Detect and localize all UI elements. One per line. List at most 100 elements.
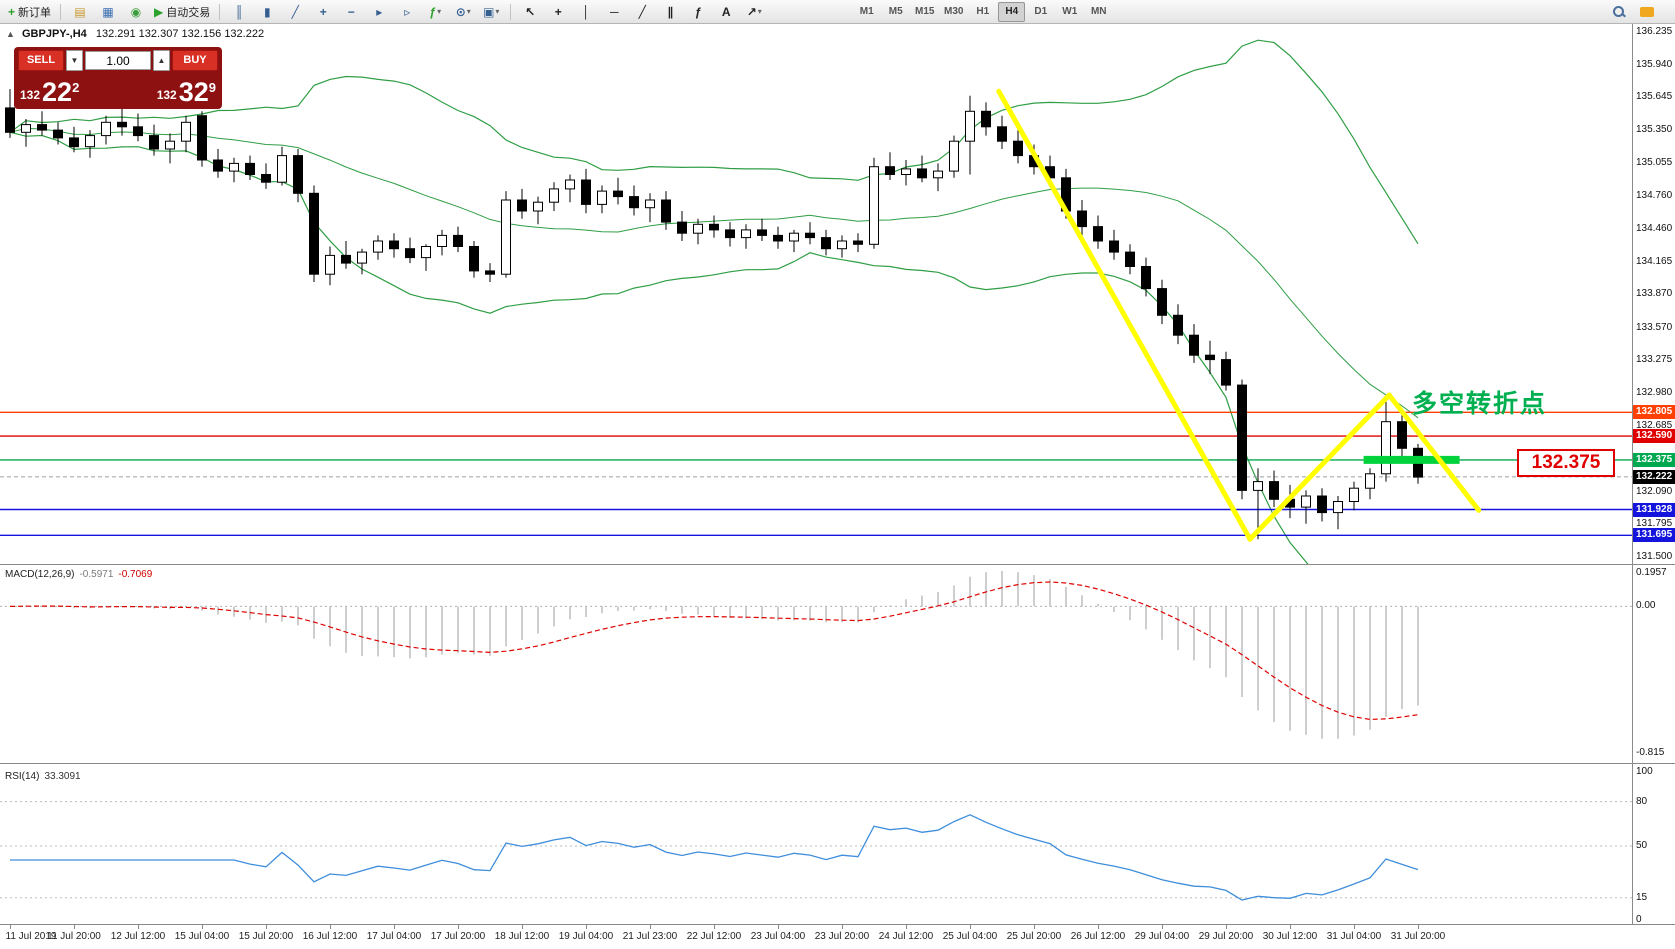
timeframe-w1-button[interactable]: W1 [1062, 6, 1078, 17]
volume-decrease-button[interactable]: ▼ [66, 50, 83, 71]
candle[interactable] [1365, 473, 1375, 489]
candle[interactable] [1173, 314, 1183, 336]
candle[interactable] [917, 168, 927, 179]
timeframe-m15-button[interactable]: M15 [915, 6, 935, 17]
candle[interactable] [197, 115, 207, 161]
candle[interactable] [421, 246, 431, 259]
buy-button[interactable]: BUY [172, 50, 218, 71]
candle[interactable] [325, 254, 335, 275]
options-button[interactable]: ◉ [123, 1, 149, 23]
candle[interactable] [101, 121, 111, 137]
candle[interactable] [1333, 501, 1343, 514]
arrows-button[interactable]: ↗ ▾ [741, 1, 767, 23]
candle[interactable] [645, 199, 655, 209]
profiles-button[interactable]: ▤ [67, 1, 93, 23]
candle[interactable] [37, 124, 47, 131]
macd-panel[interactable] [0, 565, 1632, 760]
candle[interactable] [901, 168, 911, 175]
horizontal-line-button[interactable]: ─ [601, 1, 627, 23]
search-button[interactable] [1606, 1, 1632, 23]
chart-macd-separator[interactable] [0, 564, 1675, 565]
zoom-out-button[interactable]: − [338, 1, 364, 23]
fibonacci-button[interactable]: ƒ [685, 1, 711, 23]
candle[interactable] [133, 126, 143, 137]
timeframe-h1-button[interactable]: H1 [976, 6, 990, 17]
candle[interactable] [581, 179, 591, 205]
candle[interactable] [69, 137, 79, 148]
candle[interactable] [949, 140, 959, 172]
candle[interactable] [485, 270, 495, 275]
candle[interactable] [533, 201, 543, 212]
candle[interactable] [261, 174, 271, 183]
candle[interactable] [837, 240, 847, 250]
candle[interactable] [1349, 487, 1359, 503]
templates-button[interactable]: ▣ ▾ [478, 1, 504, 23]
candle[interactable] [997, 126, 1007, 142]
candle[interactable] [741, 229, 751, 239]
one-click-collapse-icon[interactable]: ▲ [6, 29, 15, 39]
timeframe-h4-button[interactable]: H4 [998, 1, 1026, 22]
templates-dropdown-icon[interactable]: ▾ [495, 7, 500, 16]
candle[interactable] [373, 240, 383, 253]
time-axis[interactable]: 11 Jul 2019 11 Jul 20:00 12 Jul 12:00 15 Ju… [0, 925, 1632, 949]
candle[interactable] [885, 166, 895, 175]
candle[interactable] [1301, 495, 1311, 508]
candle[interactable] [21, 124, 31, 133]
candle[interactable] [229, 162, 239, 172]
trendline-drawing[interactable] [996, 88, 1253, 542]
candle[interactable] [389, 240, 399, 250]
candle[interactable] [85, 135, 95, 148]
chat-button[interactable] [1634, 1, 1660, 23]
timeframe-d1-button[interactable]: D1 [1034, 6, 1048, 17]
candle[interactable] [1269, 481, 1279, 500]
candle[interactable] [277, 155, 287, 183]
candle[interactable] [1109, 240, 1119, 253]
cursor-button[interactable]: ↖ [517, 1, 543, 23]
indicators-button[interactable]: ƒ ▾ [422, 1, 448, 23]
trendline-button[interactable]: ╱ [629, 1, 655, 23]
bar-chart-button[interactable]: ║ [226, 1, 252, 23]
candle[interactable] [933, 170, 943, 179]
candle[interactable] [437, 234, 447, 247]
candle[interactable] [453, 234, 463, 247]
vertical-line-button[interactable]: │ [573, 1, 599, 23]
autotrading-button[interactable]: ▶ 自动交易 [151, 1, 213, 23]
candle[interactable] [117, 121, 127, 128]
arrows-dropdown-icon[interactable]: ▾ [757, 7, 762, 16]
candle[interactable] [405, 248, 415, 259]
candle[interactable] [789, 232, 799, 242]
auto-scroll-button[interactable]: ▸ [366, 1, 392, 23]
rsi-panel[interactable] [0, 767, 1632, 924]
timeframe-m1-button[interactable]: M1 [859, 6, 874, 17]
price-axis[interactable]: 136.235 135.940 135.645 135.350 135.055 134.7… [1632, 24, 1675, 925]
macd-rsi-separator[interactable] [0, 763, 1675, 764]
candle[interactable] [613, 190, 623, 198]
candle[interactable] [693, 223, 703, 234]
candle[interactable] [565, 179, 575, 190]
text-button[interactable]: A [713, 1, 739, 23]
metaeditor-button[interactable]: ▦ [95, 1, 121, 23]
candle[interactable] [1013, 140, 1023, 157]
candle[interactable] [805, 232, 815, 239]
candle[interactable] [517, 199, 527, 212]
candle[interactable] [709, 223, 719, 231]
candlestick-chart-button[interactable]: ▮ [254, 1, 280, 23]
candle[interactable] [5, 107, 15, 133]
candle[interactable] [1253, 481, 1263, 491]
candle[interactable] [501, 199, 511, 275]
line-chart-button[interactable]: ╱ [282, 1, 308, 23]
candle[interactable] [1205, 354, 1215, 361]
candle[interactable] [357, 251, 367, 264]
buy-price[interactable]: 132 32 9 [157, 79, 216, 106]
candle[interactable] [1189, 334, 1199, 356]
candle[interactable] [245, 162, 255, 175]
candle[interactable] [1397, 421, 1407, 449]
candle[interactable] [757, 229, 767, 236]
periods-dropdown-icon[interactable]: ▾ [466, 7, 471, 16]
zoom-in-button[interactable]: + [310, 1, 336, 23]
candle[interactable] [981, 110, 991, 128]
chart-shift-button[interactable]: ▹ [394, 1, 420, 23]
timeframe-m30-button[interactable]: M30 [944, 6, 964, 17]
sell-price[interactable]: 132 22 2 [20, 79, 79, 106]
main-chart[interactable] [0, 24, 1632, 564]
